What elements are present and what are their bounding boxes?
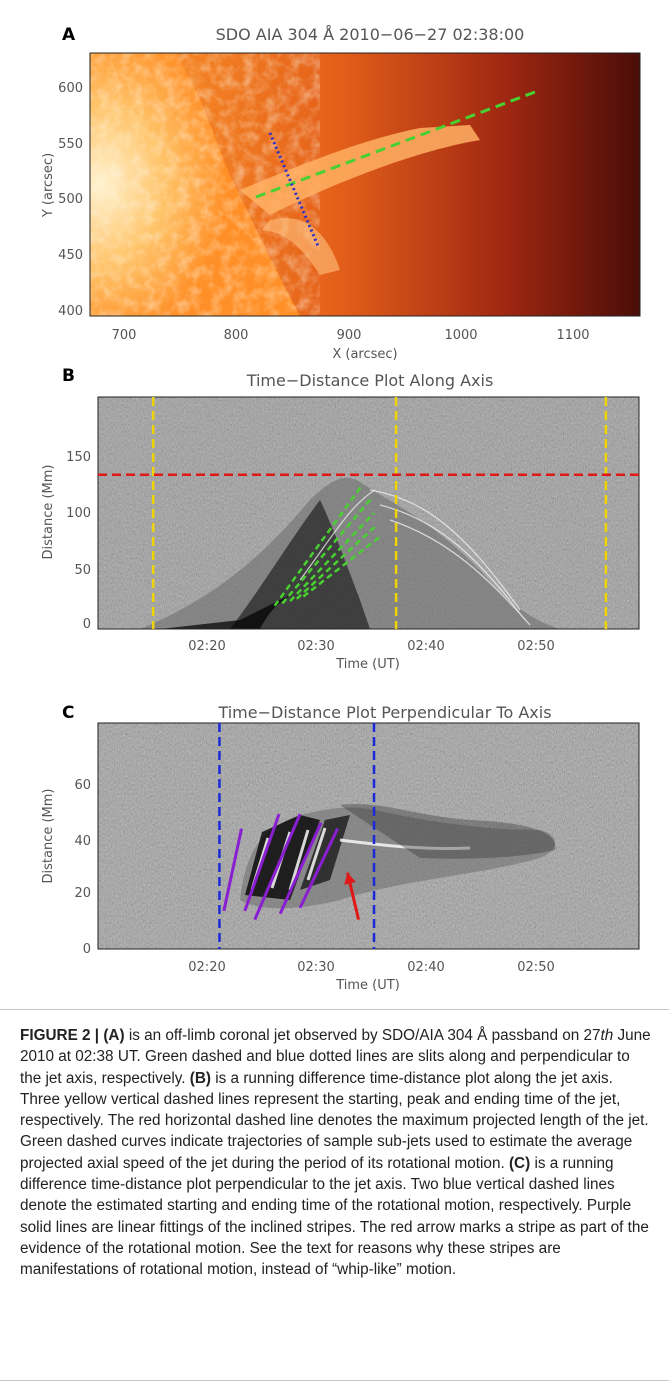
y-tick: 600 (58, 81, 83, 96)
purple-fit-line (278, 822, 323, 915)
x-tick: 02:30 (297, 960, 334, 975)
y-tick: 0 (83, 617, 91, 632)
x-tick: 700 (112, 328, 137, 343)
caption-bottom-rule (0, 1380, 669, 1381)
x-tick: 02:40 (407, 960, 444, 975)
perpendicular-slit (268, 132, 320, 247)
caption-label: FIGURE 2 | (20, 1027, 100, 1044)
panel-a-xlabel: X (arcsec) (332, 347, 397, 362)
y-tick: 20 (74, 886, 91, 901)
panel-a: A SDO AIA 304 Å 2010−06−27 02:38:00 Y (a… (41, 25, 641, 362)
panel-b-yticks: 0 50 100 150 (66, 450, 91, 632)
panel-c-xlabel: Time (UT) (335, 978, 400, 993)
panel-b-image (98, 397, 639, 629)
panel-a-letter: A (62, 25, 76, 45)
y-tick: 500 (58, 192, 83, 207)
purple-fit-line (222, 828, 243, 912)
panel-b-letter: B (62, 366, 75, 386)
panel-a-yticks: 400 450 500 550 600 (58, 81, 83, 319)
x-tick: 1000 (444, 328, 477, 343)
panel-b-ylabel: Distance (Mm) (41, 465, 56, 560)
green-trajectory (302, 535, 382, 598)
panel-b-overlays (98, 397, 639, 629)
y-tick: 400 (58, 304, 83, 319)
caption-a-text2: June 2010 at 02:38 UT. Green dashed and … (20, 1027, 651, 1087)
x-tick: 02:20 (188, 960, 225, 975)
y-tick: 550 (58, 137, 83, 152)
x-tick: 02:50 (517, 639, 554, 654)
panel-c-yticks: 0 20 40 60 (74, 778, 91, 957)
y-tick: 60 (74, 778, 91, 793)
purple-fit-line (298, 828, 339, 909)
x-tick: 1100 (556, 328, 589, 343)
figure-caption: FIGURE 2 | (A) is an off-limb coronal je… (20, 1025, 652, 1281)
y-tick: 40 (74, 834, 91, 849)
y-tick: 450 (58, 248, 83, 263)
y-tick: 100 (66, 506, 91, 521)
panel-c-ylabel: Distance (Mm) (41, 789, 56, 884)
x-tick: 900 (337, 328, 362, 343)
caption-c-tag: (C) (508, 1154, 531, 1172)
red-arrow-head (344, 872, 356, 885)
x-tick: 02:40 (407, 639, 444, 654)
x-tick: 02:50 (517, 960, 554, 975)
purple-fit-line (243, 813, 281, 912)
caption-b-text: is a running difference time-distance pl… (20, 1069, 649, 1172)
panel-c-xticks: 02:20 02:30 02:40 02:50 (188, 960, 554, 975)
caption-top-rule (0, 1009, 669, 1010)
green-trajectory (295, 523, 379, 600)
caption-a-tag: (A) (103, 1027, 125, 1044)
panel-c: C Time−Distance Plot Perpendicular To Ax… (41, 703, 640, 993)
panel-c-image (98, 723, 639, 949)
panel-c-letter: C (62, 703, 74, 723)
caption-a-th: th (600, 1027, 614, 1044)
y-tick: 0 (83, 942, 91, 957)
green-trajectory (289, 512, 375, 603)
x-tick: 02:20 (188, 639, 225, 654)
panel-a-title: SDO AIA 304 Å 2010−06−27 02:38:00 (216, 25, 525, 44)
caption-a-text1: is an off-limb coronal jet observed by S… (124, 1027, 601, 1044)
x-tick: 800 (224, 328, 249, 343)
panel-b-xlabel: Time (UT) (335, 657, 400, 672)
y-tick: 150 (66, 450, 91, 465)
x-tick: 02:30 (297, 639, 334, 654)
panel-b: B Time−Distance Plot Along Axis Distance… (41, 366, 640, 672)
jet-axis-slit (255, 90, 536, 199)
panel-a-xticks: 700 800 900 1000 1100 (112, 328, 590, 343)
y-tick: 50 (74, 563, 91, 578)
panel-a-image (90, 53, 640, 316)
panel-c-title: Time−Distance Plot Perpendicular To Axis (217, 703, 551, 722)
panel-c-overlays (218, 723, 376, 949)
caption-b-tag: (B) (189, 1069, 212, 1087)
panel-b-title: Time−Distance Plot Along Axis (246, 371, 494, 390)
green-trajectory (281, 498, 372, 605)
panel-b-xticks: 02:20 02:30 02:40 02:50 (188, 639, 554, 654)
purple-fit-line (253, 813, 302, 921)
green-trajectory (273, 483, 364, 607)
caption-c-text: is a running difference time-distance pl… (20, 1154, 649, 1279)
panel-a-ylabel: Y (arcsec) (41, 153, 56, 218)
